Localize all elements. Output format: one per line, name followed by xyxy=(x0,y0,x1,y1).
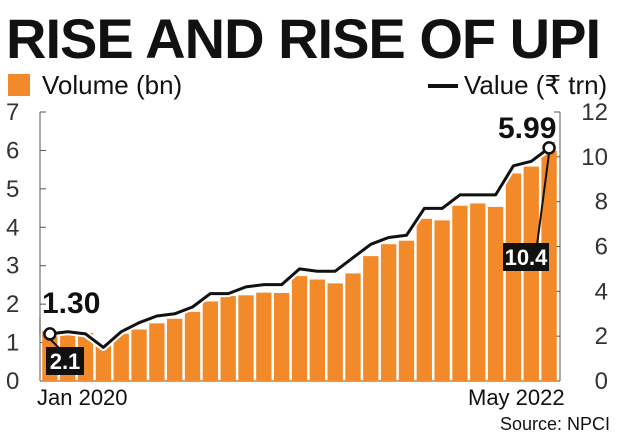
right-tick-label: 4 xyxy=(595,278,608,305)
left-axis-ticks: 0 1 2 3 4 5 6 7 xyxy=(6,99,46,395)
volume-bar xyxy=(184,311,201,381)
legend: Volume (bn) Value (₹ trn) xyxy=(8,70,607,100)
value-line-layer xyxy=(43,141,556,351)
annotation-last-value-box xyxy=(503,243,549,271)
annotation-first-value-box xyxy=(46,347,84,375)
x-label-last: May 2022 xyxy=(468,385,565,410)
volume-bar xyxy=(167,318,183,381)
right-tick-label: 2 xyxy=(595,323,608,350)
right-tick-label: 12 xyxy=(581,99,608,126)
value-line xyxy=(49,146,551,349)
volume-bar xyxy=(398,240,415,381)
annotation-first-value: 2.1 xyxy=(50,349,81,374)
volume-bar xyxy=(345,273,361,381)
left-tick-label: 4 xyxy=(6,214,19,241)
volume-bar xyxy=(291,276,308,381)
volume-bar xyxy=(309,279,325,381)
legend-volume-label: Volume (bn) xyxy=(42,70,182,100)
volume-bar xyxy=(149,323,165,381)
left-tick-label: 6 xyxy=(6,137,19,164)
volume-bar xyxy=(434,220,450,381)
left-tick-label: 1 xyxy=(6,330,19,357)
left-tick-label: 7 xyxy=(6,99,19,126)
left-tick-label: 5 xyxy=(6,176,19,203)
right-tick-label: 8 xyxy=(595,189,608,216)
volume-bar xyxy=(238,295,254,381)
right-tick-label: 10 xyxy=(581,144,608,171)
value-start-marker xyxy=(43,327,57,341)
volume-bar xyxy=(523,166,539,381)
volume-bar xyxy=(505,173,522,381)
right-axis-ticks: 0 2 4 6 8 10 12 xyxy=(554,99,608,395)
volume-bar xyxy=(327,283,343,381)
annotation-last-leader xyxy=(536,152,551,246)
right-tick-label: 0 xyxy=(595,368,608,395)
volume-bar xyxy=(416,218,432,381)
volume-bar xyxy=(274,292,290,381)
annotations: 1.30 2.1 5.99 10.4 xyxy=(39,112,556,375)
legend-volume-swatch xyxy=(8,74,30,96)
annotation-first-volume: 1.30 xyxy=(42,287,100,320)
volume-bar xyxy=(487,206,504,381)
volume-bar xyxy=(220,296,236,381)
right-tick-label: 6 xyxy=(595,234,608,261)
volume-bar xyxy=(452,205,468,381)
volume-bar xyxy=(256,292,272,381)
annotation-first-leader xyxy=(49,338,61,350)
left-tick-label: 0 xyxy=(6,368,19,395)
x-label-first: Jan 2020 xyxy=(37,385,128,410)
legend-value-label: Value (₹ trn) xyxy=(464,70,607,100)
volume-bar xyxy=(541,150,557,381)
volume-bar xyxy=(95,342,112,381)
volume-bar xyxy=(380,244,397,381)
volume-bar xyxy=(113,333,129,381)
volume-bar xyxy=(470,203,486,381)
annotation-last-volume: 5.99 xyxy=(498,112,556,145)
left-tick-label: 3 xyxy=(6,253,19,280)
volume-bar xyxy=(363,256,379,381)
volume-bars xyxy=(42,150,557,381)
left-tick-label: 2 xyxy=(6,291,19,318)
chart-title: RISE AND RISE OF UPI xyxy=(6,7,600,70)
source-note: Source: NPCI xyxy=(500,414,610,434)
annotation-last-value: 10.4 xyxy=(505,245,549,270)
volume-bar xyxy=(202,301,219,381)
volume-bar xyxy=(131,329,147,381)
